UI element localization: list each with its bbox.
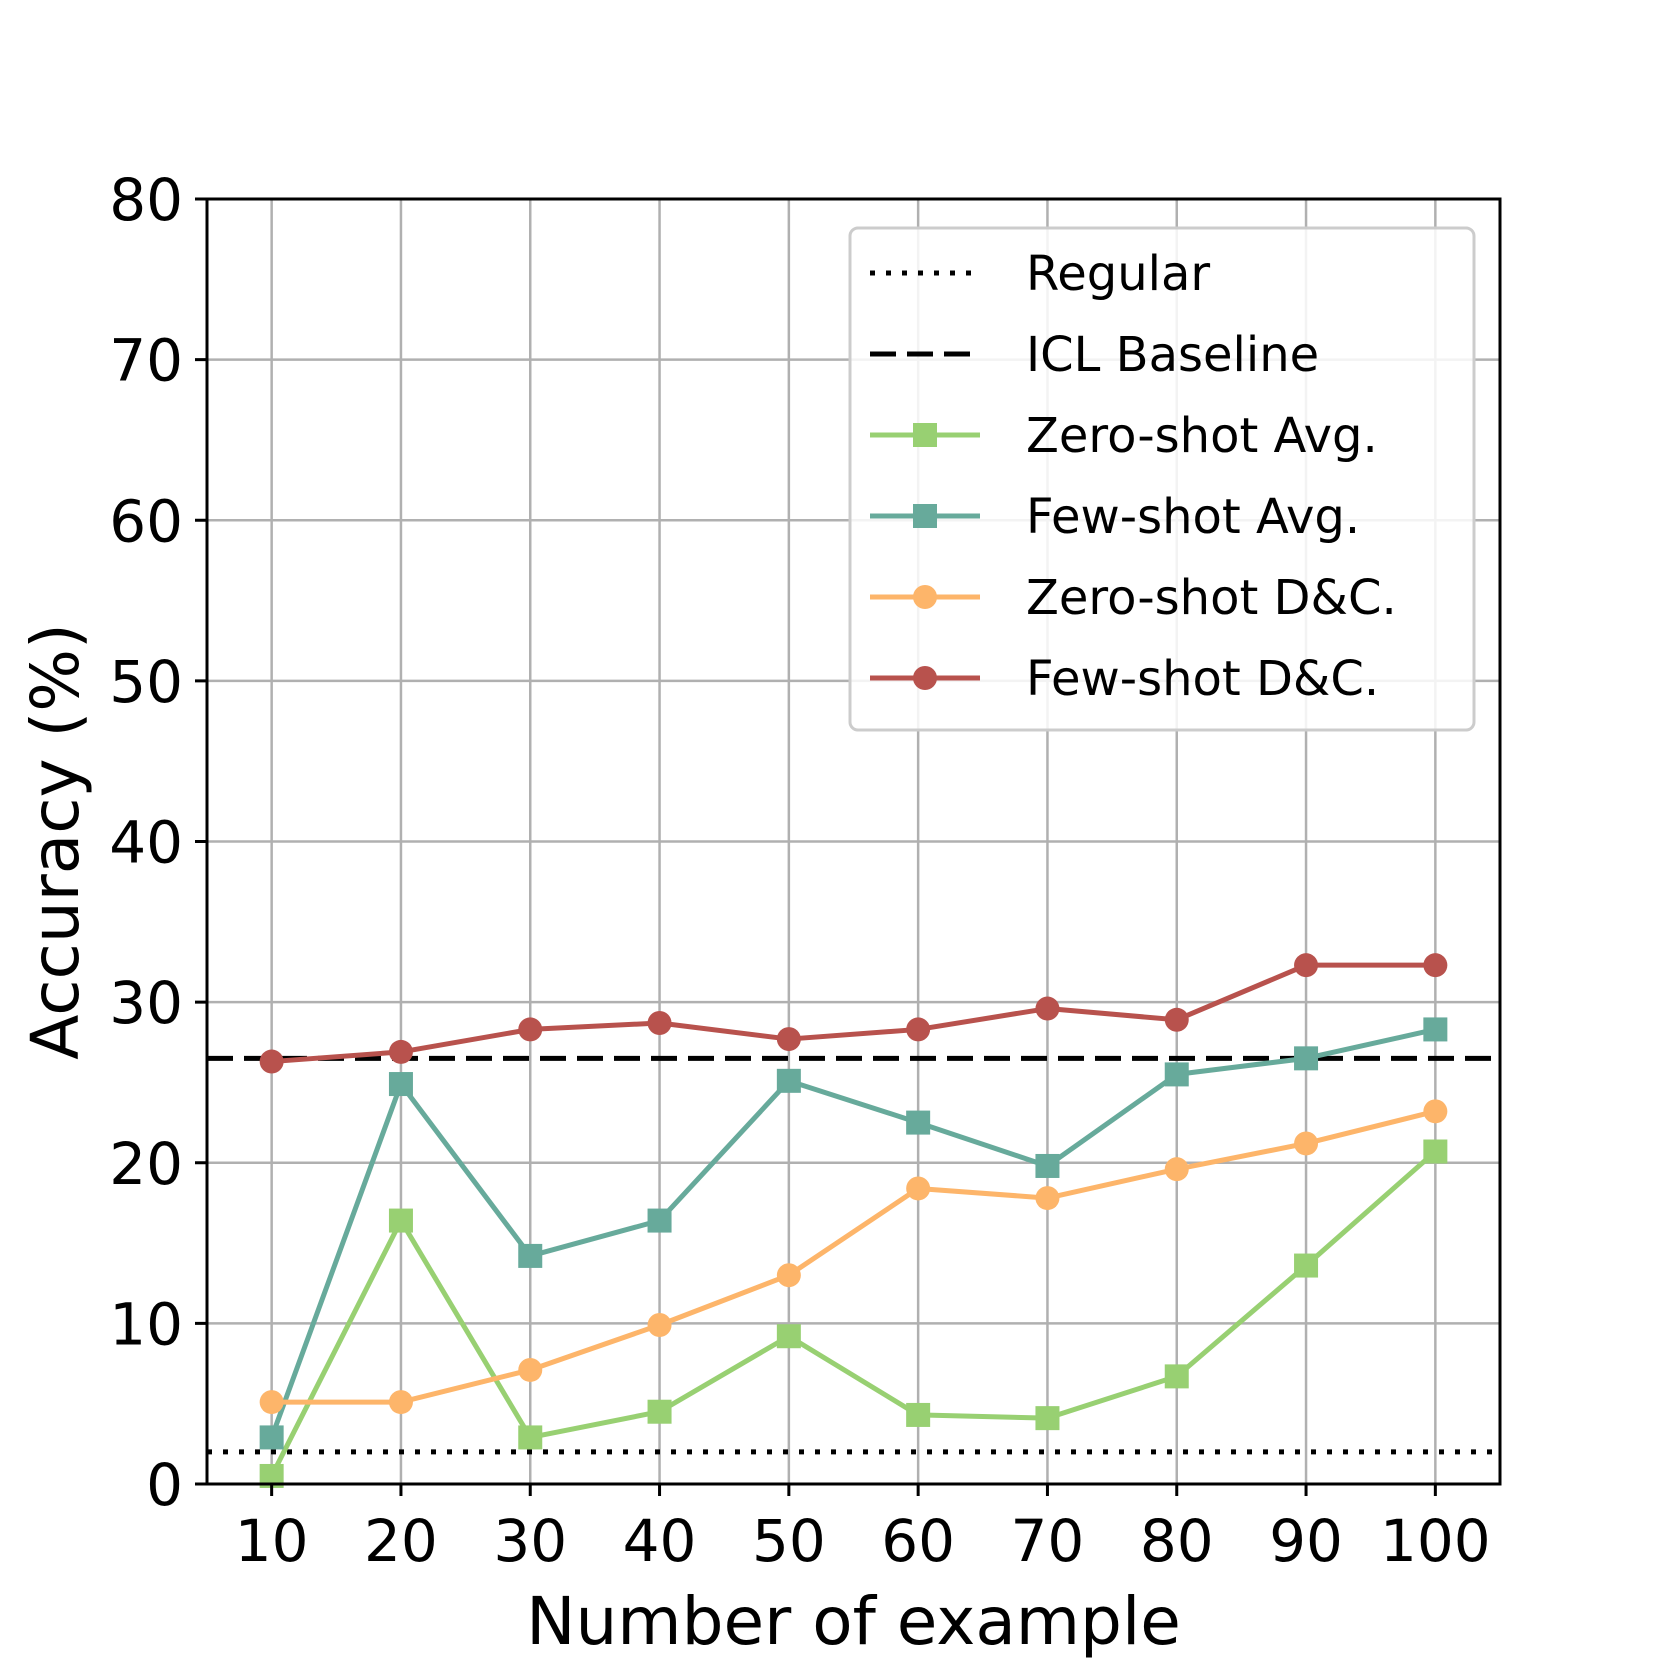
- data-point-square: [518, 1425, 543, 1450]
- x-tick-label: 80: [1140, 1507, 1214, 1575]
- data-point-circle: [1035, 996, 1060, 1021]
- data-point-square: [1423, 1017, 1448, 1042]
- data-point-square: [259, 1425, 284, 1450]
- x-tick-label: 30: [493, 1507, 567, 1575]
- legend-marker-square: [913, 423, 937, 447]
- legend: Regular ICL Baseline Zero-shot Avg. Few-sho…: [848, 226, 1476, 732]
- data-point-square: [1164, 1364, 1189, 1389]
- y-tick-label: 60: [109, 487, 183, 555]
- x-tick-label: 100: [1380, 1507, 1491, 1575]
- series-line-0: [269, 1149, 1438, 1478]
- data-point-circle: [1035, 1186, 1060, 1211]
- data-point-circle: [1164, 1007, 1189, 1032]
- series-line-3: [271, 962, 1436, 1065]
- legend-entry-label: Zero-shot Avg.: [1026, 408, 1378, 464]
- data-point-square: [1423, 1139, 1448, 1164]
- x-tick-label: 10: [235, 1507, 309, 1575]
- data-point-circle: [388, 1039, 413, 1064]
- legend-marker-circle: [913, 585, 937, 609]
- legend-entry-label: ICL Baseline: [1026, 327, 1319, 383]
- y-tick-label: 40: [109, 809, 183, 877]
- data-point-circle: [1423, 953, 1448, 978]
- x-tick-label: 50: [752, 1507, 826, 1575]
- legend-marker-circle: [913, 666, 937, 690]
- series-line-1: [269, 1026, 1436, 1439]
- legend-entry-label: Zero-shot D&C.: [1026, 570, 1397, 626]
- y-axis-label: Accuracy (%): [17, 623, 94, 1060]
- data-point-square: [388, 1208, 413, 1233]
- data-point-square: [1035, 1406, 1060, 1431]
- x-axis-label: Number of example: [526, 1583, 1181, 1659]
- x-tick-label: 40: [623, 1507, 697, 1575]
- y-tick-label: 50: [109, 648, 183, 716]
- legend-entry-label: Regular: [1026, 246, 1210, 302]
- data-point-square: [388, 1072, 413, 1097]
- y-tick-label: 30: [109, 969, 183, 1037]
- data-point-square: [647, 1399, 672, 1424]
- data-point-square: [647, 1208, 672, 1233]
- legend-box: [848, 226, 1476, 732]
- data-point-square: [1035, 1153, 1060, 1178]
- data-point-square: [518, 1243, 543, 1268]
- axis-ticks: 10 20 30 40 50 60 70 80 90 100 0 10 20 30 40 50 60 70 80: [109, 166, 1491, 1575]
- x-tick-label: 60: [881, 1507, 955, 1575]
- data-point-circle: [906, 1017, 931, 1042]
- data-point-circle: [388, 1390, 413, 1415]
- data-point-square: [776, 1324, 801, 1349]
- data-point-circle: [259, 1390, 284, 1415]
- data-point-square: [1294, 1046, 1319, 1071]
- data-point-circle: [776, 1027, 801, 1052]
- y-tick-label: 20: [109, 1130, 183, 1198]
- data-point-square: [1294, 1253, 1319, 1278]
- data-point-square: [906, 1110, 931, 1135]
- data-point-square: [776, 1068, 801, 1093]
- data-point-square: [906, 1402, 931, 1427]
- data-point-circle: [518, 1357, 543, 1382]
- data-point-circle: [518, 1017, 543, 1042]
- reference-lines: [207, 1055, 1500, 1455]
- data-point-circle: [1423, 1099, 1448, 1124]
- legend-entry-label: Few-shot Avg.: [1026, 489, 1360, 545]
- data-point-square: [1164, 1062, 1189, 1087]
- data-point-circle: [1294, 953, 1319, 978]
- data-point-circle: [906, 1176, 931, 1201]
- x-tick-label: 90: [1269, 1507, 1343, 1575]
- y-tick-label: 10: [109, 1290, 183, 1358]
- y-tick-label: 80: [109, 166, 183, 234]
- y-tick-label: 0: [146, 1451, 183, 1519]
- legend-marker-square: [913, 504, 937, 528]
- legend-entry-label: Few-shot D&C.: [1026, 651, 1379, 707]
- series-group: [259, 953, 1448, 1488]
- data-point-circle: [259, 1049, 284, 1074]
- data-point-circle: [647, 1011, 672, 1036]
- data-point-circle: [776, 1263, 801, 1288]
- x-tick-label: 70: [1011, 1507, 1085, 1575]
- data-point-circle: [647, 1312, 672, 1337]
- x-tick-label: 20: [364, 1507, 438, 1575]
- data-point-circle: [1164, 1157, 1189, 1182]
- y-tick-label: 70: [109, 327, 183, 395]
- data-point-circle: [1294, 1131, 1319, 1156]
- series-line-2: [271, 1108, 1436, 1405]
